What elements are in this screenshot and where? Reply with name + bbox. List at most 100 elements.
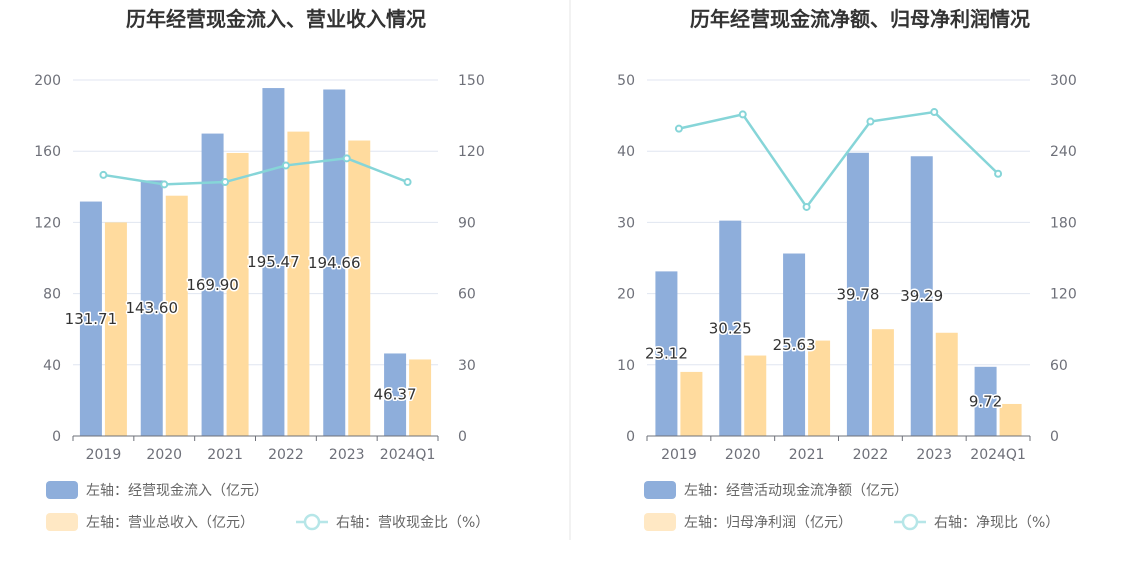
right-axis-tick: 120 bbox=[458, 144, 485, 160]
left-axis-tick: 0 bbox=[52, 429, 61, 445]
data-label: 39.78 bbox=[836, 285, 879, 303]
legend-swatch-marker bbox=[901, 513, 919, 531]
left-axis-tick: 200 bbox=[34, 73, 61, 89]
bar-series2 bbox=[808, 340, 831, 436]
bar-series2 bbox=[165, 195, 188, 436]
right-axis-tick: 120 bbox=[1050, 287, 1077, 303]
left-axis-tick: 120 bbox=[34, 215, 61, 231]
line-point bbox=[281, 161, 290, 170]
left-axis-tick: 0 bbox=[626, 429, 635, 445]
category-label: 2019 bbox=[661, 447, 697, 463]
right-axis-tick: 0 bbox=[1050, 429, 1059, 445]
data-label: 46.37 bbox=[374, 386, 417, 404]
right-axis-tick: 300 bbox=[1050, 73, 1077, 89]
left-axis-tick: 20 bbox=[617, 287, 635, 303]
line-point bbox=[342, 154, 351, 163]
chart-title: 历年经营现金流净额、归母净利润情况 bbox=[690, 7, 1030, 31]
bar-series1 bbox=[140, 180, 163, 436]
legend-swatch-bar bbox=[46, 481, 78, 499]
bar-series2 bbox=[287, 131, 310, 436]
bar-series1 bbox=[846, 152, 869, 436]
line-point bbox=[674, 124, 683, 133]
data-label: 169.90 bbox=[186, 276, 239, 294]
legend-label: 左轴：归母净利润（亿元） bbox=[684, 514, 852, 531]
data-label: 9.72 bbox=[969, 392, 1002, 410]
bar-series1 bbox=[783, 253, 806, 436]
left-axis-tick: 10 bbox=[617, 358, 635, 374]
right-axis-tick: 150 bbox=[458, 73, 485, 89]
right-axis-tick: 60 bbox=[458, 287, 476, 303]
right-axis-tick: 0 bbox=[458, 429, 467, 445]
bar-series1 bbox=[323, 89, 346, 437]
legend: 左轴：经营活动现金流净额（亿元） 左轴：归母净利润（亿元） 右轴：净现比（%） bbox=[644, 481, 1059, 531]
line-point bbox=[802, 202, 811, 211]
bar-series1 bbox=[974, 366, 997, 436]
line-point bbox=[99, 170, 108, 179]
line-point bbox=[930, 108, 939, 117]
left-axis-tick: 30 bbox=[617, 215, 635, 231]
bar-series1 bbox=[655, 271, 678, 436]
category-label: 2023 bbox=[916, 447, 952, 463]
legend-swatch-bar bbox=[644, 513, 676, 531]
legend: 左轴：经营现金流入（亿元） 左轴：营业总收入（亿元） 右轴：营收现金比（%） bbox=[46, 481, 489, 531]
legend-label: 左轴：经营活动现金流净额（亿元） bbox=[684, 483, 908, 499]
category-label: 2024Q1 bbox=[970, 447, 1026, 463]
bar-series2 bbox=[871, 329, 894, 436]
bar-series1 bbox=[384, 353, 407, 436]
right-axis-tick: 90 bbox=[458, 215, 476, 231]
left-axis-tick: 40 bbox=[617, 144, 635, 160]
bar-series2 bbox=[348, 140, 371, 436]
bar-series2 bbox=[999, 403, 1022, 436]
line-point bbox=[866, 117, 875, 126]
category-label: 2022 bbox=[853, 447, 889, 463]
chart-panel-2: 历年经营现金流净额、归母净利润情况 0 10 20 30 40 50 0 60 120 180 240… bbox=[617, 7, 1077, 531]
category-label: 2022 bbox=[268, 447, 304, 463]
left-axis-tick: 160 bbox=[34, 144, 61, 160]
data-label: 131.71 bbox=[65, 310, 118, 328]
category-label: 2021 bbox=[789, 447, 825, 463]
bar-series1 bbox=[201, 133, 224, 436]
data-label: 25.63 bbox=[773, 336, 816, 354]
line-point bbox=[221, 178, 230, 187]
bar-series2 bbox=[104, 222, 127, 436]
bar-series2 bbox=[680, 371, 703, 436]
bar-series2 bbox=[409, 359, 432, 436]
chart-title: 历年经营现金流入、营业收入情况 bbox=[126, 7, 426, 31]
bar-series2 bbox=[935, 332, 958, 436]
data-label: 195.47 bbox=[247, 253, 300, 271]
data-label: 194.66 bbox=[308, 254, 361, 272]
category-label: 2024Q1 bbox=[380, 447, 436, 463]
legend-label: 左轴：经营现金流入（亿元） bbox=[86, 483, 268, 499]
right-axis-tick: 180 bbox=[1050, 215, 1077, 231]
legend-label: 右轴：营收现金比（%） bbox=[336, 515, 489, 531]
category-label: 2021 bbox=[207, 447, 243, 463]
line-point bbox=[403, 178, 412, 187]
legend-label: 左轴：营业总收入（亿元） bbox=[86, 515, 254, 531]
legend-swatch-bar bbox=[46, 513, 78, 531]
line-point bbox=[160, 180, 169, 189]
data-label: 143.60 bbox=[126, 299, 179, 317]
category-label: 2023 bbox=[329, 447, 365, 463]
data-label: 39.29 bbox=[900, 287, 943, 305]
category-label: 2019 bbox=[86, 447, 122, 463]
legend-swatch-marker bbox=[303, 513, 321, 531]
bar-series1 bbox=[910, 156, 933, 437]
bar-series2 bbox=[226, 152, 249, 437]
left-axis-tick: 40 bbox=[43, 358, 61, 374]
bar-series1 bbox=[719, 220, 742, 436]
data-label: 30.25 bbox=[709, 319, 752, 337]
line-series bbox=[678, 110, 999, 210]
bar-series2 bbox=[744, 355, 767, 436]
right-axis-tick: 240 bbox=[1050, 144, 1077, 160]
legend-swatch-bar bbox=[644, 481, 676, 499]
data-label: 23.12 bbox=[645, 345, 688, 363]
line-point bbox=[738, 110, 747, 119]
line-point bbox=[994, 169, 1003, 178]
legend-label: 右轴：净现比（%） bbox=[934, 515, 1059, 531]
bar-series1 bbox=[262, 88, 285, 436]
chart-panel-1: 历年经营现金流入、营业收入情况 0 40 80 120 160 200 0 30 60 90 120 1… bbox=[34, 7, 489, 531]
bar-series1 bbox=[79, 201, 102, 436]
right-axis-tick: 60 bbox=[1050, 358, 1068, 374]
